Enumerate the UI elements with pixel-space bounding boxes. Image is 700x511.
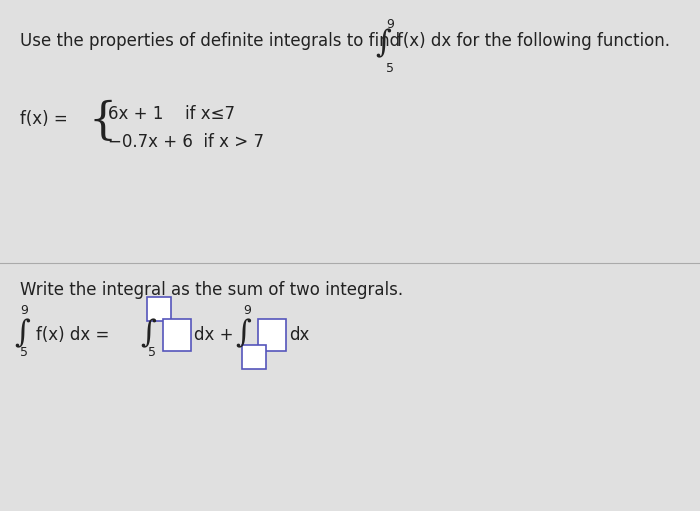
FancyBboxPatch shape [147, 297, 171, 321]
Text: 9: 9 [386, 18, 394, 31]
Text: ∫: ∫ [14, 318, 30, 349]
Text: 5: 5 [148, 346, 156, 359]
Text: {: { [88, 100, 116, 143]
Text: 6x + 1: 6x + 1 [108, 105, 163, 123]
Text: if x≤7: if x≤7 [185, 105, 235, 123]
Text: f(x) dx for the following function.: f(x) dx for the following function. [397, 32, 670, 50]
Text: −0.7x + 6  if x > 7: −0.7x + 6 if x > 7 [108, 133, 264, 151]
Text: ∫: ∫ [375, 28, 391, 59]
Text: Use the properties of definite integrals to find: Use the properties of definite integrals… [20, 32, 400, 50]
Text: dx: dx [289, 326, 309, 344]
Text: f(x) =: f(x) = [20, 110, 68, 128]
Text: ∫: ∫ [140, 318, 156, 349]
FancyBboxPatch shape [163, 319, 191, 351]
Text: 5: 5 [386, 62, 394, 75]
Text: 5: 5 [20, 346, 28, 359]
Text: 9: 9 [243, 304, 251, 317]
Text: 9: 9 [20, 304, 28, 317]
FancyBboxPatch shape [242, 345, 266, 369]
Text: dx +: dx + [194, 326, 234, 344]
Text: ∫: ∫ [235, 318, 251, 349]
Text: Write the integral as the sum of two integrals.: Write the integral as the sum of two int… [20, 281, 403, 299]
FancyBboxPatch shape [258, 319, 286, 351]
Text: f(x) dx =: f(x) dx = [36, 326, 109, 344]
